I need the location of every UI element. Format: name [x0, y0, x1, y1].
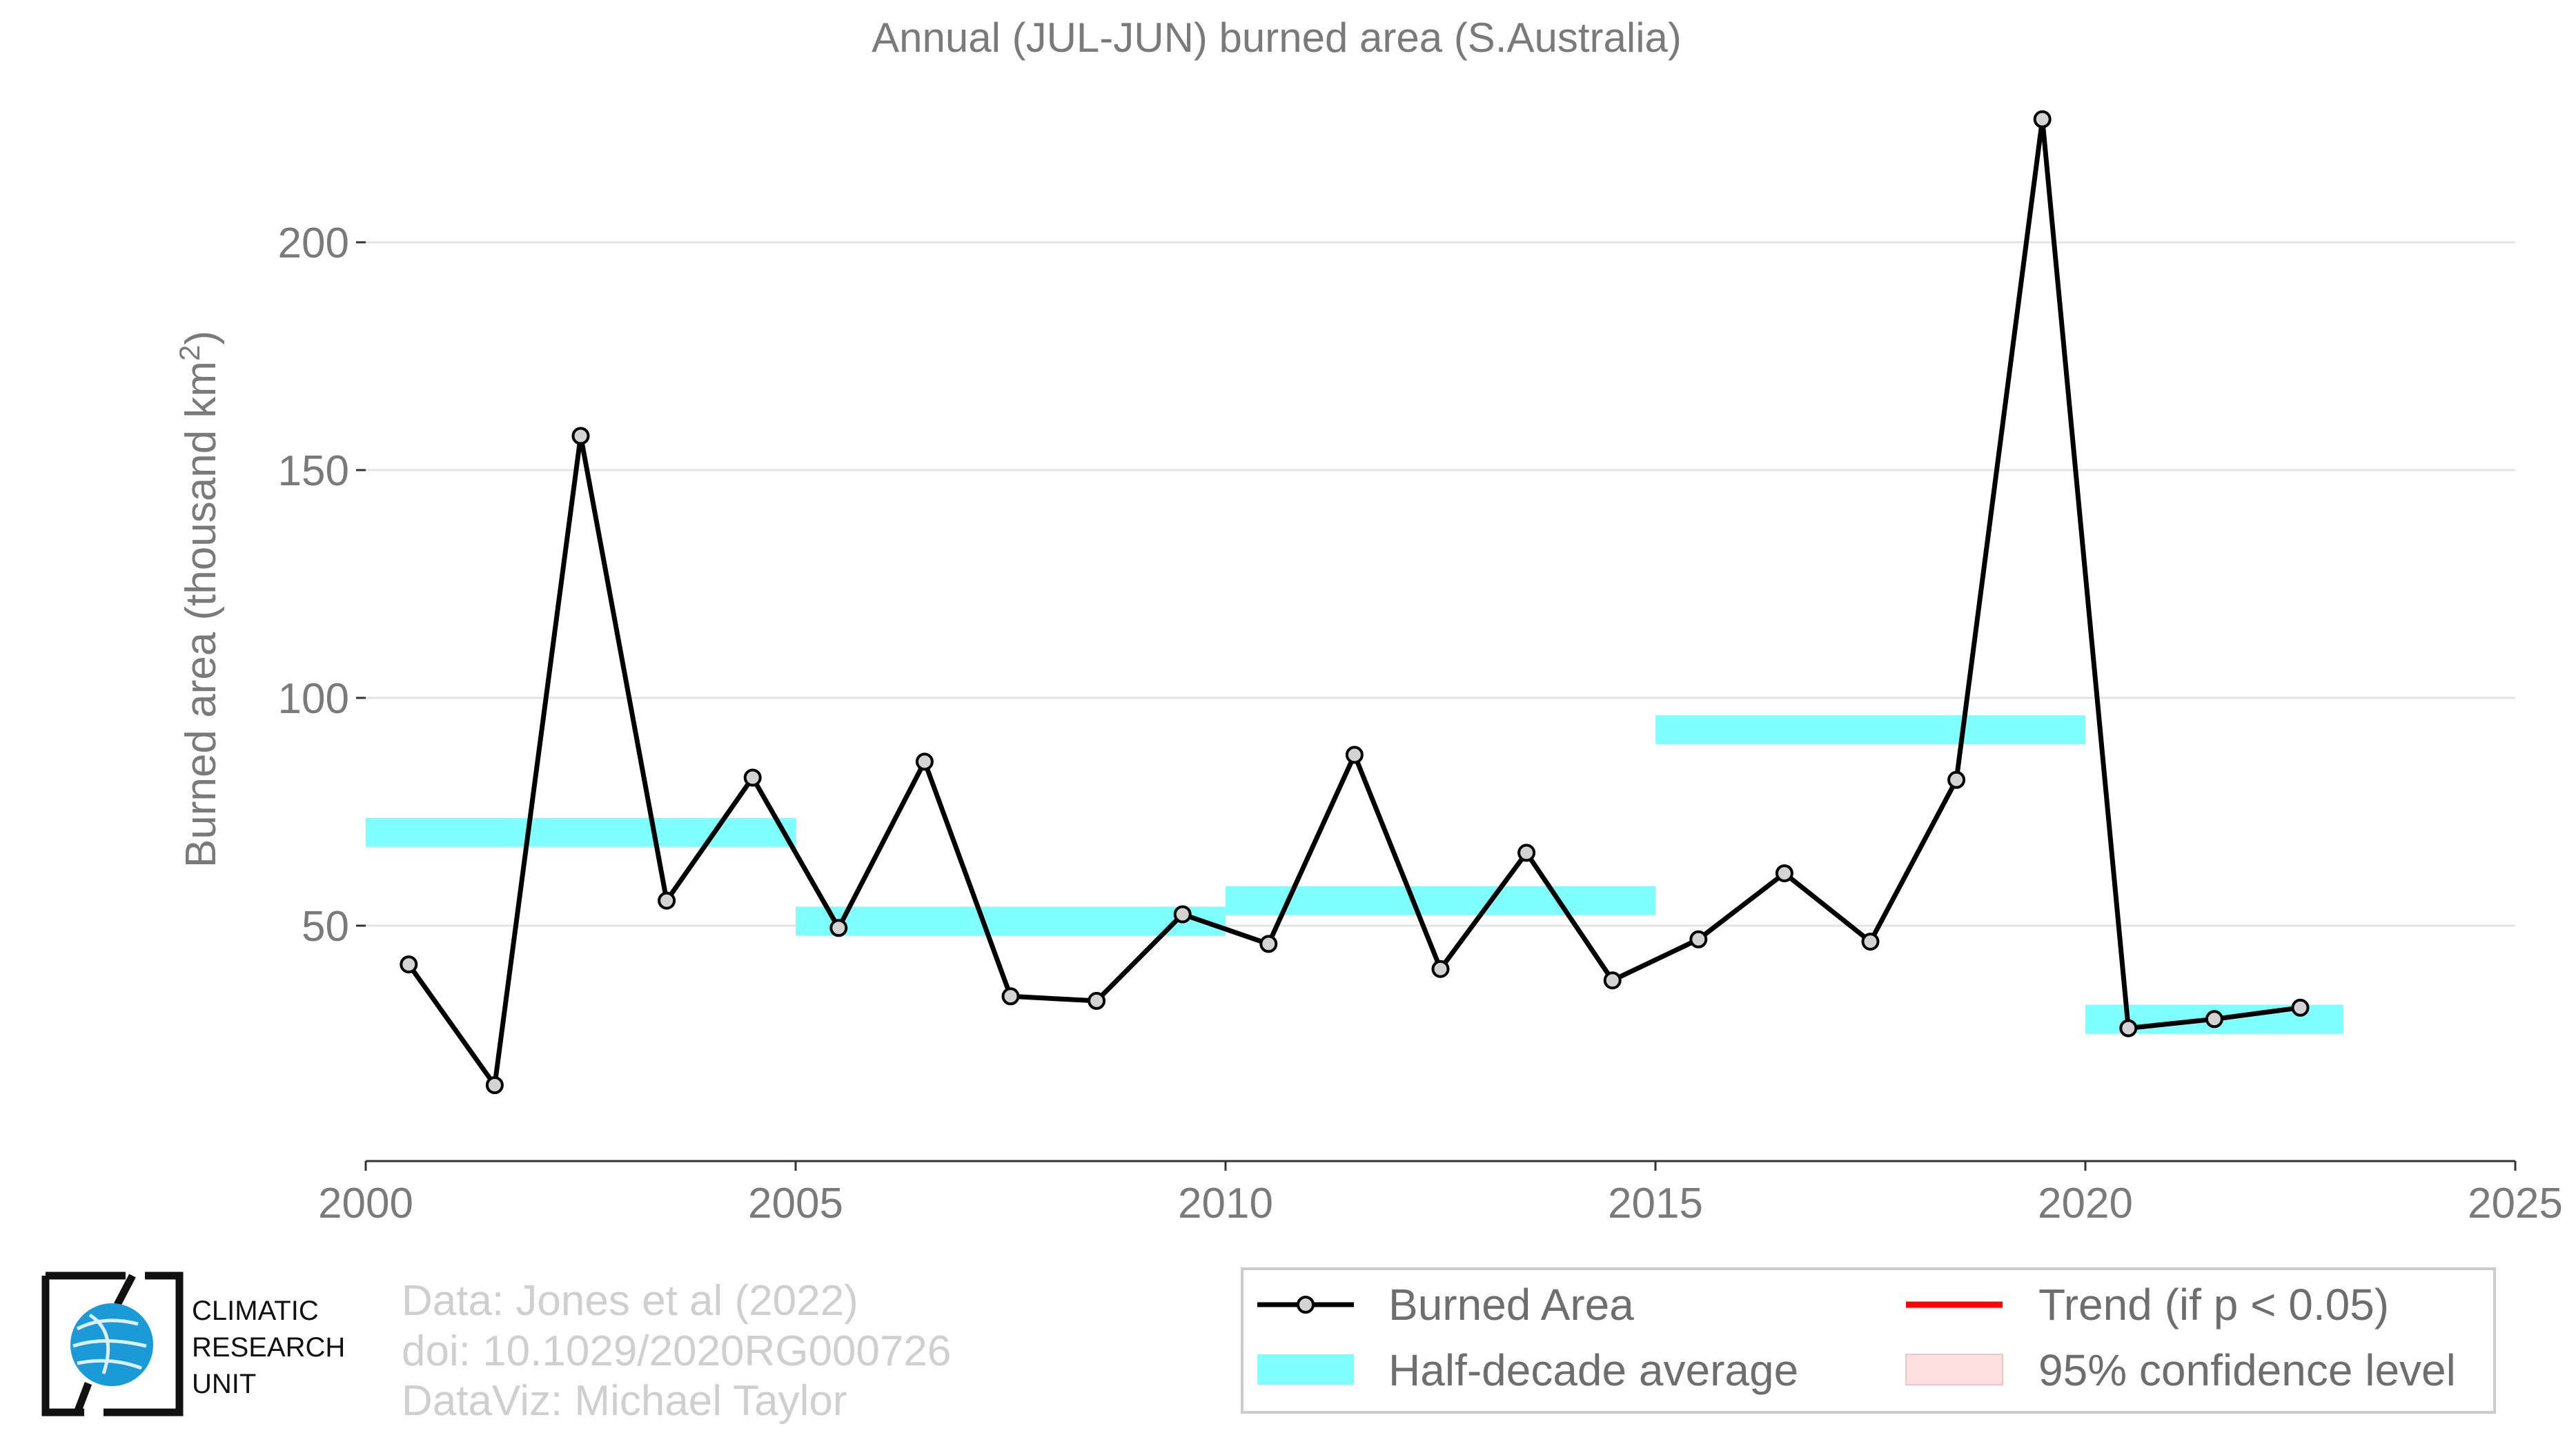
data-point-2000.5	[400, 955, 418, 974]
legend-half-decade-label: Half-decade average	[1388, 1345, 1798, 1395]
half-decade-band-0	[366, 817, 796, 847]
data-point-2022.5	[2291, 998, 2310, 1017]
logo-text-line-1: CLIMATIC	[192, 1296, 319, 1326]
data-point-2019.5	[2033, 110, 2052, 128]
credit-dataviz: DataViz: Michael Taylor	[402, 1377, 847, 1425]
logo-text-line-3: UNIT	[192, 1369, 256, 1399]
logo-slash	[73, 1274, 136, 1414]
x-tick-label-2005: 2005	[748, 1180, 843, 1227]
logo-bracket-right	[104, 1272, 184, 1416]
legend-trend-label: Trend (if p < 0.05)	[2038, 1280, 2389, 1330]
legend-half-decade-swatch	[1257, 1354, 1354, 1385]
series-burned-area	[400, 110, 2310, 1094]
y-tick-label-150: 150	[278, 447, 349, 495]
x-tick-labels: 2000 2005 2010 2015 2020 2025	[318, 1161, 2563, 1227]
data-point-2010.5	[1259, 935, 1278, 953]
x-tick-label-2020: 2020	[2038, 1180, 2133, 1227]
data-point-2001.5	[485, 1076, 504, 1094]
logo-text-line-2: RESEARCH	[192, 1332, 345, 1363]
data-point-2020.5	[2119, 1019, 2138, 1038]
y-tick-label-50: 50	[302, 903, 349, 951]
legend-confidence-label: 95% confidence level	[2038, 1345, 2456, 1395]
data-point-2007.5	[1001, 987, 1020, 1006]
data-point-2002.5	[571, 427, 590, 445]
data-point-2014.5	[1603, 971, 1622, 990]
legend-confidence-swatch	[1905, 1354, 2003, 1385]
y-axis-label: Burned area (thousand km2)	[173, 331, 226, 868]
series-line-0	[406, 117, 2301, 1088]
data-point-2008.5	[1088, 991, 1106, 1010]
data-point-2005.5	[829, 919, 848, 937]
globe-swirl	[72, 1313, 147, 1374]
cru-logo: CLIMATIC RESEARCH UNIT	[41, 1272, 345, 1416]
data-point-2003.5	[658, 891, 676, 910]
legend-burned-area-label: Burned Area	[1388, 1280, 1634, 1330]
data-point-2016.5	[1775, 864, 1793, 883]
logo-bracket-left	[41, 1272, 126, 1416]
x-tick-label-2015: 2015	[1608, 1180, 1703, 1227]
credits: Data: Jones et al (2022) doi: 10.1029/20…	[402, 1277, 951, 1425]
y-tick-label-100: 100	[278, 675, 349, 723]
data-point-2011.5	[1345, 746, 1364, 764]
data-point-2021.5	[2205, 1010, 2223, 1029]
legend-frame	[1241, 1267, 2496, 1414]
data-point-2015.5	[1689, 930, 1708, 948]
data-point-2004.5	[743, 768, 762, 787]
credit-data: Data: Jones et al (2022)	[402, 1277, 858, 1325]
chart-title: Annual (JUL-JUN) burned area (S.Australi…	[872, 14, 1682, 61]
data-point-2013.5	[1517, 844, 1536, 862]
x-tick-label-2025: 2025	[2468, 1180, 2563, 1227]
y-tick-labels: 50 100 150 200	[278, 220, 366, 951]
x-tick-label-2000: 2000	[318, 1180, 413, 1227]
data-point-2009.5	[1173, 905, 1192, 924]
data-point-2012.5	[1431, 960, 1450, 978]
gridlines	[366, 241, 2515, 927]
legend: Burned Area Trend (if p < 0.05) Half-dec…	[1241, 1267, 2496, 1414]
half-decade-band-1	[796, 906, 1226, 936]
half-decade-band-2	[1226, 886, 1655, 915]
credit-doi: doi: 10.1029/2020RG000726	[402, 1327, 951, 1375]
data-point-2018.5	[1947, 770, 1966, 789]
legend-burned-area-marker	[1297, 1296, 1315, 1314]
half-decade-band-3	[1655, 715, 2085, 745]
y-tick-label-200: 200	[278, 220, 349, 267]
data-point-2017.5	[1861, 933, 1880, 951]
x-tick-label-2010: 2010	[1178, 1180, 1273, 1227]
data-point-2006.5	[915, 752, 934, 771]
